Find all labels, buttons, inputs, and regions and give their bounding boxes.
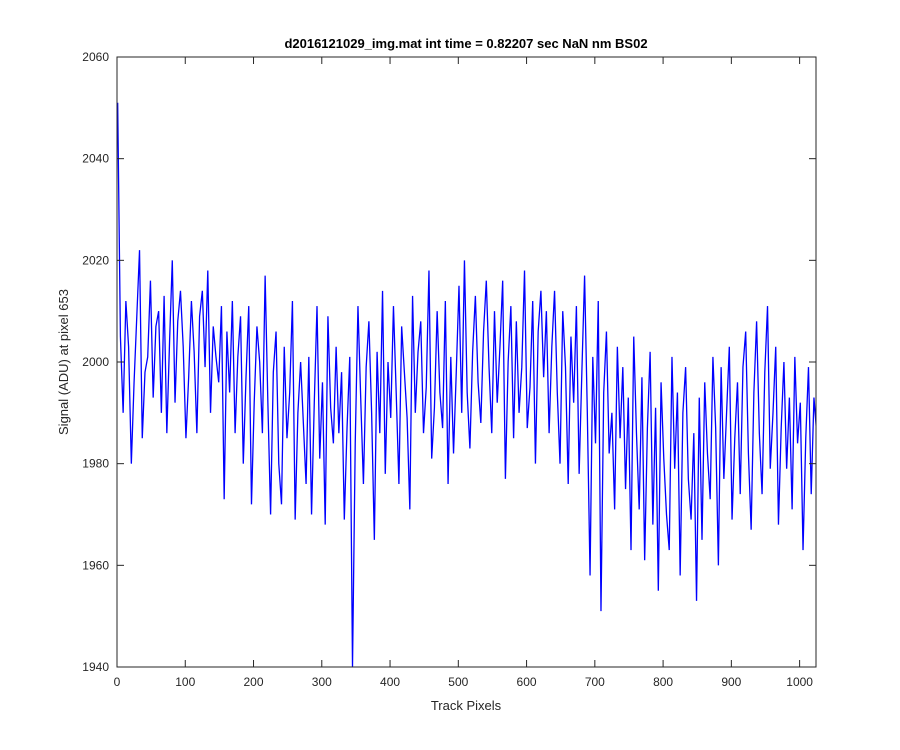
y-tick-label: 1980 [82, 457, 109, 471]
x-tick-label: 1000 [786, 675, 813, 689]
y-tick-label: 1940 [82, 660, 109, 674]
x-tick-label: 300 [312, 675, 332, 689]
x-tick-label: 500 [448, 675, 468, 689]
x-axis: 0 100 200 300 400 500 600 700 800 900 1000 [114, 57, 813, 689]
y-axis-label: Signal (ADU) at pixel 653 [56, 289, 71, 435]
x-tick-label: 700 [585, 675, 605, 689]
x-tick-label: 600 [517, 675, 537, 689]
y-tick-label: 2040 [82, 152, 109, 166]
chart-title: d2016121029_img.mat int time = 0.82207 s… [284, 36, 647, 51]
x-tick-label: 0 [114, 675, 121, 689]
x-axis-label: Track Pixels [431, 698, 502, 713]
x-tick-label: 200 [244, 675, 264, 689]
y-axis: 1940 1960 1980 2000 2020 2040 2060 [82, 50, 816, 674]
y-tick-label: 1960 [82, 558, 109, 572]
x-tick-label: 100 [175, 675, 195, 689]
y-tick-label: 2060 [82, 50, 109, 64]
x-tick-label: 900 [721, 675, 741, 689]
x-tick-label: 400 [380, 675, 400, 689]
x-tick-label: 800 [653, 675, 673, 689]
y-tick-label: 2000 [82, 355, 109, 369]
series-line [117, 102, 816, 667]
y-tick-label: 2020 [82, 253, 109, 267]
